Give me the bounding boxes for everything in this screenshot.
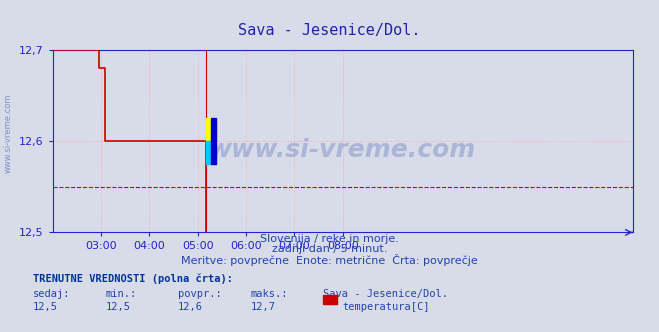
Bar <box>206 141 211 164</box>
Text: povpr.:: povpr.: <box>178 289 221 299</box>
Text: 12,5: 12,5 <box>105 302 130 312</box>
Text: TRENUTNE VREDNOSTI (polna črta):: TRENUTNE VREDNOSTI (polna črta): <box>33 274 233 285</box>
Text: www.si-vreme.com: www.si-vreme.com <box>3 93 13 173</box>
Text: 12,5: 12,5 <box>33 302 58 312</box>
Text: maks.:: maks.: <box>250 289 288 299</box>
Bar <box>211 118 216 164</box>
Bar <box>206 118 211 141</box>
Text: www.si-vreme.com: www.si-vreme.com <box>209 138 476 162</box>
Text: 12,7: 12,7 <box>250 302 275 312</box>
Text: 12,6: 12,6 <box>178 302 203 312</box>
Text: Meritve: povprečne  Enote: metrične  Črta: povprečje: Meritve: povprečne Enote: metrične Črta:… <box>181 254 478 266</box>
Text: Sava - Jesenice/Dol.: Sava - Jesenice/Dol. <box>239 23 420 38</box>
Text: Sava - Jesenice/Dol.: Sava - Jesenice/Dol. <box>323 289 448 299</box>
Text: min.:: min.: <box>105 289 136 299</box>
Text: temperatura[C]: temperatura[C] <box>343 302 430 312</box>
Text: zadnji dan / 5 minut.: zadnji dan / 5 minut. <box>272 244 387 254</box>
Text: Slovenija / reke in morje.: Slovenija / reke in morje. <box>260 234 399 244</box>
Text: sedaj:: sedaj: <box>33 289 71 299</box>
